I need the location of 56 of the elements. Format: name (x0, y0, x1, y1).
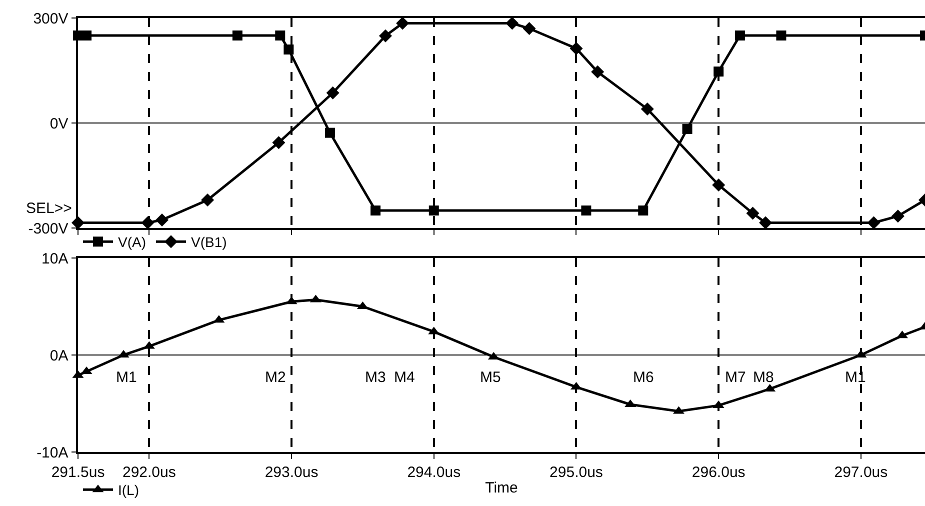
point (746, 206, 760, 220)
point (396, 16, 410, 30)
annotation: M7 (725, 369, 746, 386)
x-tick-label: 297.0us (834, 464, 888, 481)
point (522, 22, 536, 35)
y-tick-label: 0V (50, 115, 68, 132)
text: SEL>> (26, 200, 72, 217)
point (581, 206, 592, 216)
x-tick-label: 291.5us (51, 464, 105, 481)
annotation: M8 (753, 369, 774, 386)
point (891, 210, 904, 223)
x-tick-label: 294.0us (407, 464, 461, 481)
x-tick-label: 292.0us (122, 464, 176, 481)
point (370, 206, 381, 216)
x-tick-label: 293.0us (264, 464, 318, 481)
legend-label: I(L) (118, 482, 139, 498)
point (570, 42, 583, 55)
point (734, 30, 745, 40)
annotation: M3 (365, 369, 386, 386)
y-tick-label: 10A (42, 250, 68, 268)
annotation: M5 (480, 369, 501, 386)
point (759, 216, 772, 230)
point (428, 206, 439, 216)
point (275, 30, 286, 40)
point (326, 86, 340, 100)
point (324, 128, 335, 138)
point (506, 16, 519, 30)
point (141, 216, 154, 230)
point (776, 30, 786, 40)
legend-label: V(B1) (191, 234, 227, 250)
x-axis-title: Time (485, 479, 518, 496)
point (272, 136, 286, 150)
point (284, 44, 294, 54)
point (378, 29, 392, 42)
annotation: M1 (116, 369, 137, 386)
point (591, 65, 604, 78)
annotation: M6 (633, 369, 654, 386)
point (638, 206, 648, 216)
point (640, 102, 654, 116)
point (867, 216, 880, 230)
point (82, 30, 92, 40)
annotation: M4 (394, 369, 415, 386)
point (201, 194, 214, 206)
y-tick-label: 300V (33, 10, 68, 28)
x-tick-label: 296.0us (692, 464, 746, 481)
point (155, 213, 168, 226)
y-tick-label: 0A (50, 347, 68, 364)
y-tick-label: -300V (28, 220, 68, 238)
legend-label: V(A) (118, 234, 146, 250)
annotation: M2 (265, 369, 286, 386)
point (712, 178, 726, 192)
point (232, 30, 242, 40)
y-tick-label: -10A (36, 444, 68, 462)
point (682, 124, 692, 134)
point (714, 66, 724, 77)
x-tick-label: 295.0us (550, 464, 603, 481)
